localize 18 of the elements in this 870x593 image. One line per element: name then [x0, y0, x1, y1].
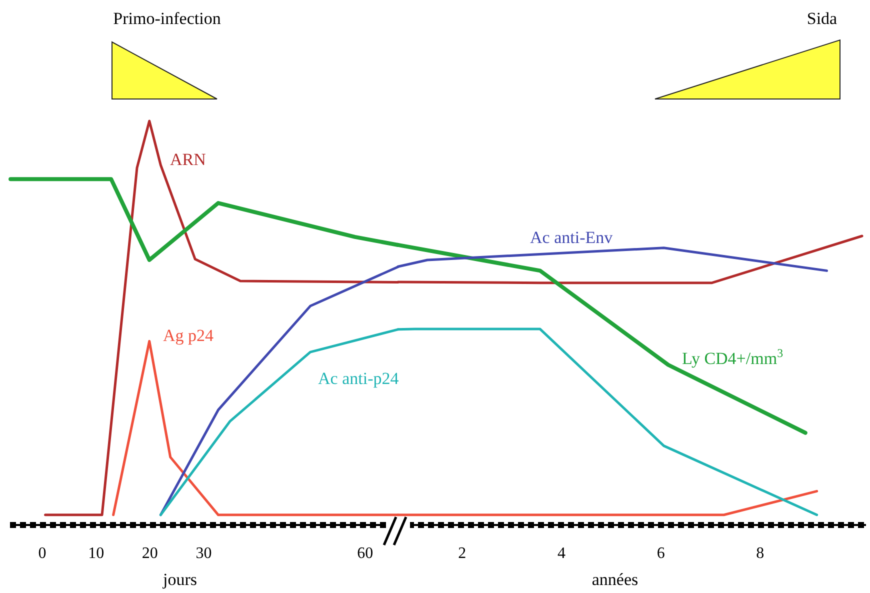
- series-label: Ly CD4+/mm$^{3}$: [682, 346, 784, 368]
- x-tick-label: 4: [557, 545, 566, 562]
- text: Sida: [806, 9, 838, 28]
- x-tick-label: 60: [357, 545, 374, 562]
- series-label: ARN: [170, 150, 206, 169]
- x-tick-label: 10: [88, 545, 104, 562]
- series-label: Ac anti-Env: [530, 228, 614, 247]
- series-label: Ag p24: [163, 326, 214, 345]
- x-tick-label: 30: [196, 545, 212, 562]
- x-tick-label: 8: [756, 545, 764, 562]
- x-tick-label: 6: [656, 545, 665, 562]
- text: Primo-infection: [113, 9, 222, 28]
- x-axis-title: jours: [162, 570, 197, 589]
- x-axis-title: années: [592, 570, 638, 589]
- x-tick-label: 0: [38, 545, 46, 562]
- text: Ac anti-p24: [318, 369, 400, 388]
- x-tick-label: 2: [458, 545, 466, 562]
- x-tick-label: 20: [142, 545, 158, 562]
